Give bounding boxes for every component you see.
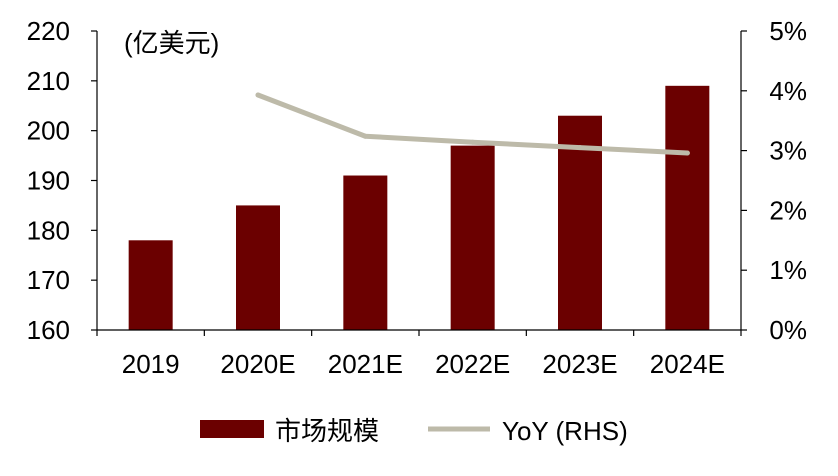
y-right-tick-3: 3%	[769, 136, 807, 166]
bar-2022E	[450, 145, 495, 330]
x-tick-2020E: 2020E	[220, 349, 295, 379]
axes: 160 170 180 190 200 210 220 0% 1% 2% 3% 4% 5% 2019 202…	[27, 16, 807, 379]
bar-2023E	[558, 115, 602, 330]
x-tick-2024E: 2024E	[650, 349, 725, 379]
y-left-tick-190: 190	[27, 166, 70, 196]
x-tick-2019: 2019	[122, 349, 180, 379]
bar-2019	[128, 240, 173, 330]
legend-swatch-bar	[200, 420, 264, 438]
plot-area	[128, 85, 710, 330]
y-left-tick-180: 180	[27, 215, 70, 245]
yoy-point-2024E	[684, 150, 690, 156]
y-right-tick-5: 5%	[769, 16, 807, 46]
yoy-point-2022E	[470, 139, 476, 145]
legend-label-line: YoY (RHS)	[502, 416, 628, 446]
y-right-tick-4: 4%	[769, 76, 807, 106]
y-left-tick-210: 210	[27, 66, 70, 96]
unit-label: (亿美元)	[124, 28, 219, 58]
y-right-tick-0: 0%	[769, 315, 807, 345]
y-right-tick-2: 2%	[769, 195, 807, 225]
x-tick-2022E: 2022E	[435, 349, 510, 379]
legend-label-bar: 市场规模	[275, 416, 379, 446]
yoy-point-2023E	[577, 145, 583, 151]
y-left-tick-160: 160	[27, 315, 70, 345]
yoy-point-2020E	[255, 92, 261, 98]
x-tick-2021E: 2021E	[328, 349, 403, 379]
x-tick-2023E: 2023E	[542, 349, 617, 379]
bar-2024E	[665, 85, 710, 330]
bar-2020E	[236, 205, 280, 330]
y-right-tick-1: 1%	[769, 255, 807, 285]
y-left-tick-220: 220	[27, 16, 70, 46]
yoy-point-2021E	[362, 133, 368, 139]
bar-2021E	[343, 175, 388, 330]
y-left-tick-170: 170	[27, 265, 70, 295]
y-left-tick-200: 200	[27, 116, 70, 146]
legend: 市场规模 YoY (RHS)	[200, 416, 628, 446]
